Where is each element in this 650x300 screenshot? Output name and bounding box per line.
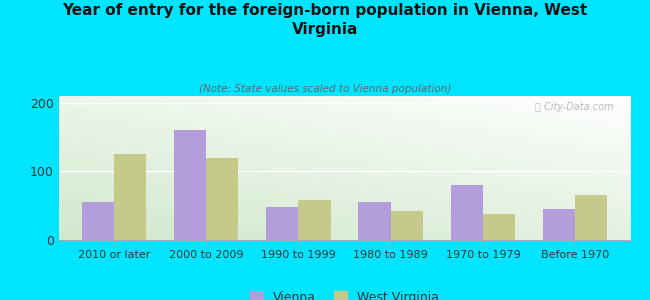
Text: Year of entry for the foreign-born population in Vienna, West
Virginia: Year of entry for the foreign-born popul… bbox=[62, 3, 588, 37]
Legend: Vienna, West Virginia: Vienna, West Virginia bbox=[245, 286, 444, 300]
Bar bbox=[266, 207, 298, 240]
Text: (Note: State values scaled to Vienna population): (Note: State values scaled to Vienna pop… bbox=[199, 84, 451, 94]
Bar bbox=[575, 195, 608, 240]
Bar bbox=[174, 130, 206, 240]
Text: Ⓢ City-Data.com: Ⓢ City-Data.com bbox=[535, 102, 614, 112]
Bar bbox=[358, 202, 391, 240]
Bar bbox=[450, 185, 483, 240]
Bar bbox=[483, 214, 515, 240]
Bar bbox=[298, 200, 331, 240]
Bar bbox=[391, 211, 423, 240]
Bar bbox=[206, 158, 239, 240]
Bar bbox=[114, 154, 146, 240]
Bar bbox=[543, 209, 575, 240]
Bar bbox=[81, 202, 114, 240]
